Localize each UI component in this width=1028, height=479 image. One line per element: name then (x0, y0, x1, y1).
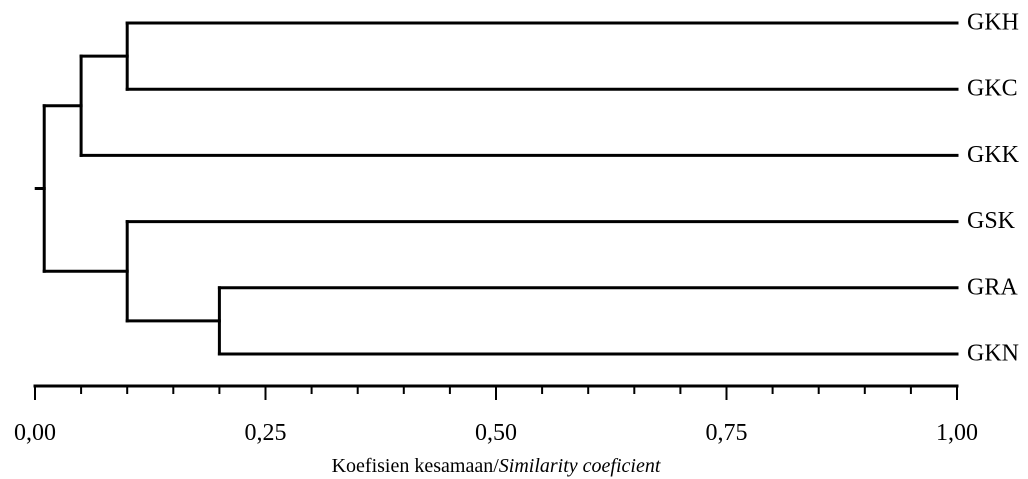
x-axis (33, 384, 959, 400)
tick-label: 1,00 (936, 420, 978, 446)
leaf-label-gkh: GKH (967, 10, 1019, 36)
dendrogram-branches (34, 21, 959, 356)
x-axis-tick-labels: 0,00 0,25 0,50 0,75 1,00 (14, 420, 978, 446)
x-axis-title: Koefisien kesamaan/Similarity coeficient (332, 455, 661, 477)
leaf-label-gra: GRA (967, 274, 1018, 300)
leaf-label-gkk: GKK (967, 142, 1020, 168)
tick-label: 0,00 (14, 420, 56, 446)
leaf-labels: GKH GKC GKK GSK GRA GKN (967, 10, 1020, 367)
x-axis-title-plain: Koefisien kesamaan/ (332, 455, 500, 477)
tick-label: 0,25 (245, 420, 287, 446)
leaf-label-gsk: GSK (967, 208, 1016, 234)
tick-label: 0,75 (706, 420, 748, 446)
tick-label: 0,50 (475, 420, 517, 446)
leaf-label-gkc: GKC (967, 76, 1018, 102)
leaf-label-gkn: GKN (967, 341, 1019, 367)
x-axis-title-italic: Similarity coeficient (499, 455, 661, 477)
